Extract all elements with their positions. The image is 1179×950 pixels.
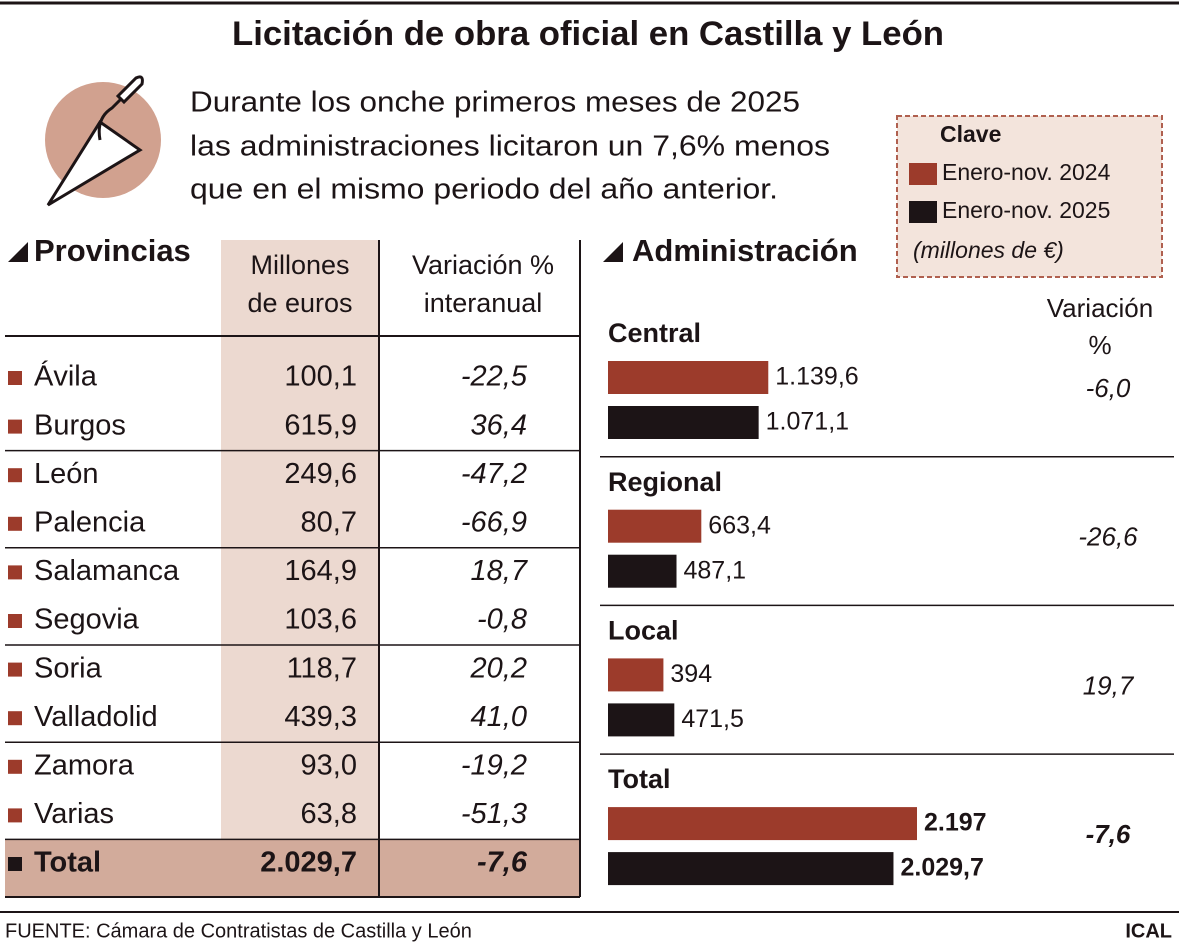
row-amount: 439,3	[284, 701, 357, 733]
row-name: Total	[34, 847, 101, 879]
row-bullet	[8, 808, 22, 823]
row-name: Zamora	[34, 749, 135, 781]
bar	[608, 554, 677, 588]
provinces-table: Provincias	[5, 233, 581, 898]
value-label: 487,1	[684, 556, 747, 584]
bar	[608, 703, 675, 737]
row-bullet	[8, 857, 22, 871]
row-variation: -66,9	[461, 506, 527, 538]
variation-value: -26,6	[1078, 522, 1138, 552]
category-label: Central	[608, 318, 701, 348]
row-variation: 20,2	[470, 652, 527, 684]
bar	[608, 509, 702, 543]
category-label: Local	[608, 616, 679, 646]
admin-chart: Administración Variación %	[603, 233, 1153, 360]
title: Licitación de obra oficial en Castilla y…	[232, 15, 944, 53]
row-amount: 103,6	[284, 604, 357, 636]
legend-label: Enero-nov. 2024	[942, 159, 1111, 185]
intro-line: que en el mismo periodo del año anterior…	[190, 174, 778, 206]
intro-line: las administraciones licitaron un 7,6% m…	[190, 131, 830, 163]
row-bullet	[8, 468, 22, 483]
row-amount: 249,6	[284, 458, 357, 490]
legend-swatch	[909, 201, 937, 223]
row-amount: 2.029,7	[260, 847, 357, 879]
total-shade	[5, 840, 580, 897]
value-label: 1.139,6	[775, 363, 858, 391]
row-amount: 615,9	[284, 409, 357, 441]
row-amount: 80,7	[301, 506, 357, 538]
value-label: 2.197	[924, 809, 987, 837]
row-name: Segovia	[34, 604, 140, 636]
row-amount: 63,8	[301, 798, 357, 830]
category-label: Total	[608, 764, 671, 794]
row-name: Burgos	[34, 409, 126, 441]
row-bullet	[8, 759, 22, 774]
bar	[608, 361, 769, 394]
row-name: Ávila	[34, 360, 98, 393]
row-name: Soria	[34, 652, 103, 684]
bar	[608, 658, 664, 692]
column-shade	[221, 240, 379, 897]
bar	[608, 852, 894, 886]
value-label: 471,5	[681, 705, 744, 733]
bar	[608, 807, 917, 841]
unit-note: (millones de €)	[913, 237, 1064, 263]
value-label: 2.029,7	[900, 854, 983, 882]
row-amount: 100,1	[284, 361, 357, 393]
row-name: Varias	[34, 798, 114, 830]
variation-value: -6,0	[1086, 373, 1131, 403]
variation-value: 19,7	[1083, 670, 1135, 700]
legend-label: Enero-nov. 2025	[942, 197, 1110, 223]
variation-header: Variación	[1047, 293, 1153, 323]
intro-line: Durante los onche primeros meses de 2025	[190, 87, 800, 119]
table-title: Provincias	[34, 233, 191, 268]
column-header: de euros	[247, 288, 352, 318]
row-bullet	[8, 662, 22, 677]
legend: Clave (millones de €)	[896, 115, 1163, 278]
row-variation: 41,0	[471, 701, 527, 733]
chart-title: Administración	[632, 233, 858, 268]
bar	[608, 406, 759, 439]
row-name: León	[34, 458, 99, 490]
row-name: Salamanca	[34, 555, 180, 587]
row-amount: 93,0	[301, 749, 357, 781]
row-variation: 36,4	[471, 409, 527, 441]
row-variation: -22,5	[461, 361, 528, 393]
row-bullet	[8, 711, 22, 726]
row-bullet	[8, 565, 22, 580]
row-variation: -47,2	[461, 458, 527, 490]
row-variation: -0,8	[477, 604, 527, 636]
row-name: Valladolid	[34, 701, 158, 733]
section-marker	[8, 242, 28, 262]
row-bullet	[8, 419, 22, 434]
row-variation: 18,7	[471, 555, 529, 587]
row-name: Palencia	[34, 506, 146, 538]
legend-swatch	[909, 163, 937, 185]
column-header: Variación %	[412, 250, 554, 280]
trowel-icon	[45, 75, 161, 207]
legend-title: Clave	[940, 121, 1001, 147]
row-variation: -7,6	[477, 847, 528, 879]
value-label: 663,4	[708, 511, 771, 539]
category-label: Regional	[608, 467, 722, 497]
column-header: Millones	[250, 250, 349, 280]
row-amount: 164,9	[284, 555, 357, 587]
row-amount: 118,7	[287, 652, 357, 684]
row-bullet	[8, 516, 22, 531]
credit: ICAL	[1125, 920, 1172, 942]
value-label: 1.071,1	[766, 408, 849, 436]
section-marker	[603, 242, 623, 262]
variation-header: %	[1088, 330, 1111, 360]
column-header: interanual	[424, 288, 543, 318]
legend-box	[896, 115, 1163, 278]
value-label: 394	[670, 660, 712, 688]
variation-value: -7,6	[1086, 819, 1131, 849]
row-bullet	[8, 371, 22, 385]
row-bullet	[8, 614, 22, 628]
row-variation: -19,2	[461, 749, 527, 781]
source: FUENTE: Cámara de Contratistas de Castil…	[5, 920, 472, 942]
row-variation: -51,3	[461, 798, 527, 830]
